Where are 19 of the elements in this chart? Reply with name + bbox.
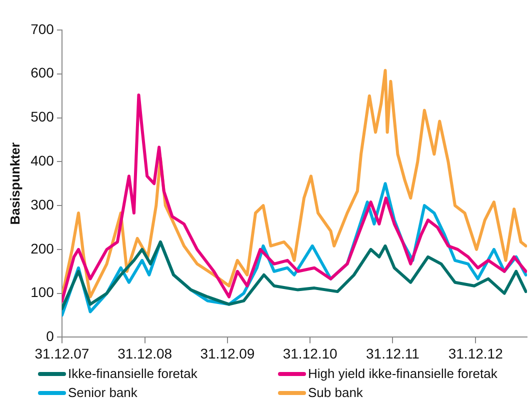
y-tick-label: 600 (30, 64, 54, 81)
y-tick-label: 300 (30, 196, 54, 212)
y-tick-label: 0 (46, 328, 54, 344)
x-tick-label: 31.12.07 (34, 345, 90, 362)
x-tick-label: 31.12.11 (366, 345, 420, 362)
legend-label: Senior bank (68, 385, 138, 400)
x-tick-label: 31.12.10 (282, 345, 338, 362)
y-tick-label: 400 (30, 152, 54, 169)
y-tick-label: 700 (30, 20, 54, 37)
x-tick-label: 31.12.12 (448, 345, 504, 362)
y-axis-title: Basispunkter (7, 142, 22, 225)
legend-label: Sub bank (308, 385, 363, 400)
y-tick-label: 500 (30, 108, 54, 125)
x-tick-label: 31.12.08 (118, 345, 172, 362)
legend-label: Ikke-finansielle foretak (68, 366, 198, 381)
legend-label: High yield ikke-finansielle foretak (308, 366, 498, 381)
y-tick-label: 100 (30, 284, 54, 300)
y-tick-label: 200 (30, 240, 54, 256)
x-tick-label: 31.12.09 (200, 345, 255, 362)
